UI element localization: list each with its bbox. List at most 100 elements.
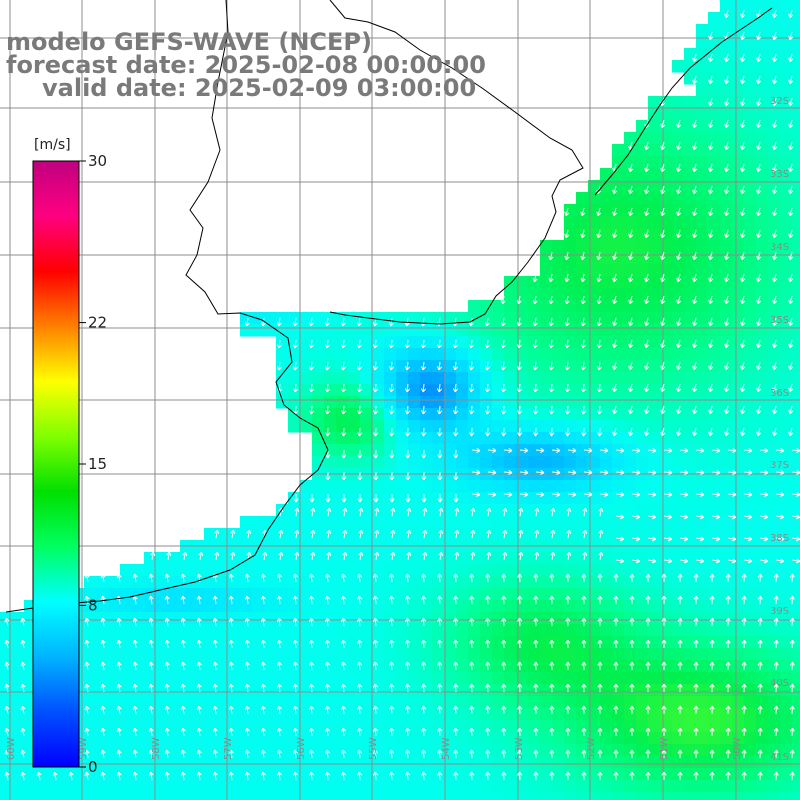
wind-cell — [300, 504, 313, 517]
wind-cell — [228, 612, 241, 625]
wind-arrow — [692, 207, 698, 217]
wind-arrow — [276, 361, 282, 371]
wind-cell — [480, 744, 493, 757]
wind-cell — [636, 156, 649, 169]
wind-cell — [576, 732, 589, 745]
wind-cell — [756, 768, 769, 781]
wind-cell — [168, 564, 181, 577]
wind-cell — [300, 756, 313, 769]
wind-cell — [468, 732, 481, 745]
wind-cell — [612, 288, 625, 301]
wind-arrow — [452, 361, 458, 371]
wind-arrow — [645, 749, 651, 758]
wind-cell — [432, 564, 445, 577]
wind-arrow — [374, 529, 380, 539]
wind-cell — [684, 528, 697, 541]
wind-cell — [732, 768, 745, 781]
wind-cell — [768, 552, 781, 565]
wind-arrow — [596, 251, 602, 261]
wind-arrow — [628, 163, 634, 173]
wind-cell — [588, 228, 601, 241]
wind-cell — [312, 348, 325, 361]
wind-arrow — [132, 705, 138, 715]
wind-cell — [600, 312, 613, 325]
wind-arrow — [551, 491, 561, 497]
wind-cell — [624, 336, 637, 349]
wind-cell — [300, 312, 313, 325]
wind-cell — [696, 348, 709, 361]
wind-cell — [372, 372, 385, 385]
wind-cell — [504, 492, 517, 505]
wind-cell — [384, 720, 397, 733]
wind-cell — [516, 288, 529, 301]
wind-cell — [252, 708, 265, 721]
wind-arrow — [741, 683, 747, 693]
wind-cell — [324, 564, 337, 577]
wind-arrow — [676, 185, 682, 195]
wind-cell — [240, 624, 253, 637]
wind-cell — [696, 240, 709, 253]
wind-cell — [792, 72, 800, 85]
wind-cell — [444, 444, 457, 457]
wind-cell — [732, 744, 745, 757]
wind-cell — [372, 756, 385, 769]
wind-arrow — [677, 661, 683, 671]
wind-cell — [648, 432, 661, 445]
wind-cell — [444, 456, 457, 469]
wind-arrow — [196, 771, 202, 781]
wind-cell — [312, 636, 325, 649]
wind-cell — [384, 480, 397, 493]
wind-cell — [324, 744, 337, 757]
wind-arrow — [708, 295, 714, 305]
wind-arrow — [693, 705, 699, 715]
wind-arrow — [660, 229, 666, 239]
wind-cell — [756, 84, 769, 97]
wind-arrow — [788, 273, 794, 283]
wind-cell — [600, 516, 613, 529]
wind-cell — [708, 780, 721, 793]
wind-arrow — [374, 507, 380, 517]
wind-arrow — [212, 705, 218, 715]
wind-cell — [600, 576, 613, 589]
wind-arrow — [644, 251, 650, 261]
wind-cell — [696, 780, 709, 793]
wind-arrow — [661, 727, 667, 736]
wind-cell — [732, 504, 745, 517]
wind-arrow — [645, 683, 651, 692]
wind-cell — [468, 696, 481, 709]
wind-cell — [480, 624, 493, 637]
wind-cell — [456, 588, 469, 601]
wind-cell — [480, 360, 493, 373]
wind-arrow — [517, 771, 523, 781]
wind-arrow — [388, 573, 395, 583]
wind-cell — [192, 732, 205, 745]
wind-arrow — [565, 749, 571, 759]
wind-arrow — [437, 661, 443, 671]
wind-cell — [528, 720, 541, 733]
wind-arrow — [695, 469, 705, 475]
wind-cell — [720, 336, 733, 349]
wind-arrow — [533, 683, 539, 693]
wind-cell — [684, 516, 697, 529]
wind-cell — [756, 492, 769, 505]
wind-cell — [144, 708, 157, 721]
wind-arrow — [549, 595, 555, 605]
wind-cell — [96, 720, 109, 733]
wind-cell — [252, 600, 265, 613]
wind-cell — [588, 288, 601, 301]
wind-cell — [600, 252, 613, 265]
wind-cell — [660, 552, 673, 565]
latitude-label: 34S — [770, 242, 789, 253]
wind-cell — [516, 600, 529, 613]
wind-cell — [396, 444, 409, 457]
wind-arrow — [550, 529, 556, 539]
wind-arrow — [421, 661, 427, 671]
wind-cell — [240, 744, 253, 757]
wind-arrow — [660, 295, 666, 305]
wind-cell — [240, 312, 253, 325]
wind-cell — [600, 288, 613, 301]
wind-cell — [264, 756, 277, 769]
wind-cell — [396, 372, 409, 385]
wind-cell — [780, 348, 793, 361]
wind-cell — [744, 204, 757, 217]
